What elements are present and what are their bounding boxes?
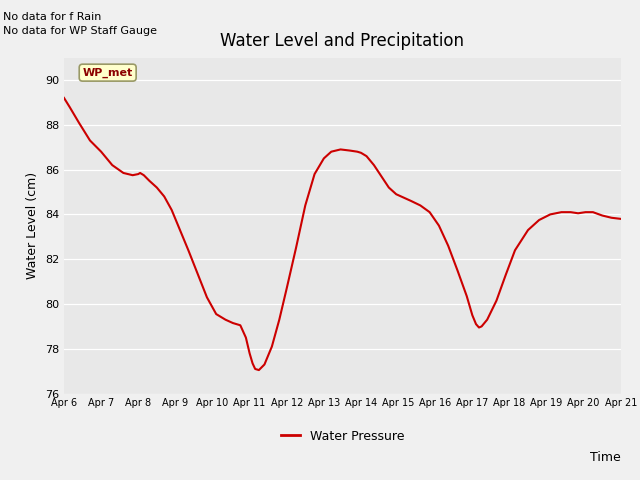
- Legend: Water Pressure: Water Pressure: [276, 425, 409, 448]
- Text: Time: Time: [590, 451, 621, 464]
- Text: No data for WP Staff Gauge: No data for WP Staff Gauge: [3, 26, 157, 36]
- Text: No data for f Rain: No data for f Rain: [3, 12, 102, 22]
- Y-axis label: Water Level (cm): Water Level (cm): [26, 172, 39, 279]
- Text: WP_met: WP_met: [83, 68, 133, 78]
- Title: Water Level and Precipitation: Water Level and Precipitation: [220, 33, 465, 50]
